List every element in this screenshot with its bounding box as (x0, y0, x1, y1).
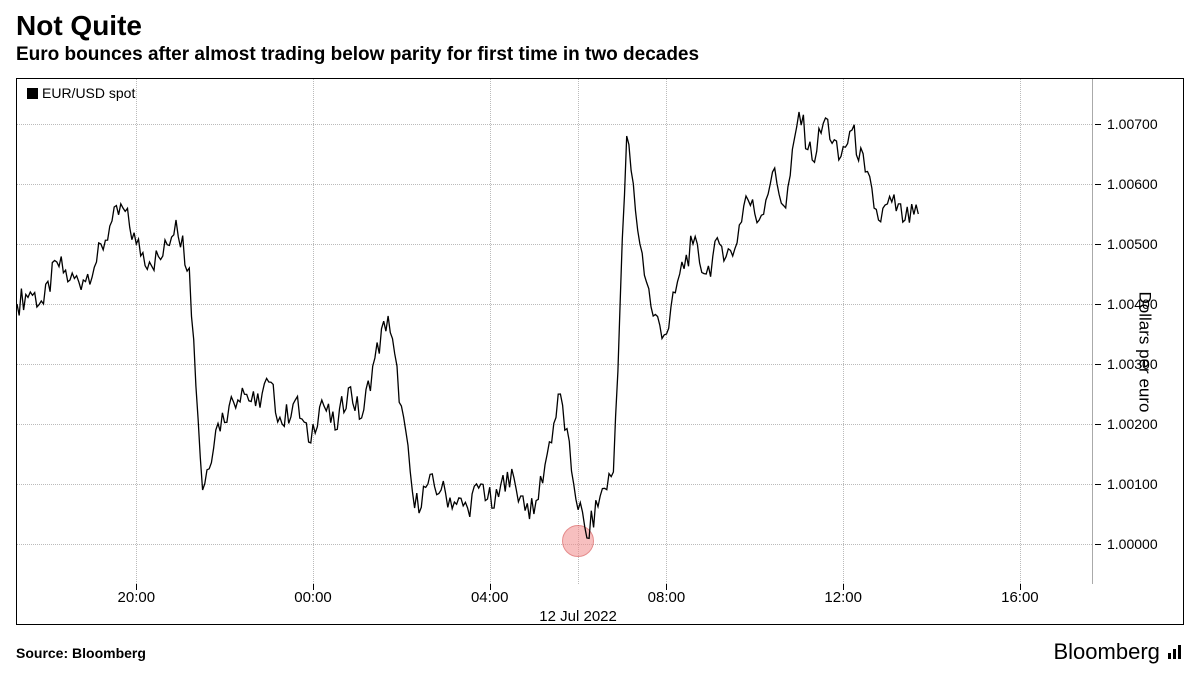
x-tick-label: 00:00 (294, 589, 332, 606)
x-tick-label: 04:00 (471, 589, 509, 606)
chart-title: Not Quite (0, 0, 1200, 44)
y-tick-mark (1095, 364, 1101, 365)
y-tick-mark (1095, 124, 1101, 125)
x-tick-label: 16:00 (1001, 589, 1039, 606)
plot-area (17, 79, 1093, 584)
x-tick-label: 20:00 (118, 589, 156, 606)
y-tick-mark (1095, 424, 1101, 425)
x-tick-mark (666, 584, 667, 590)
x-tick-label: 12:00 (824, 589, 862, 606)
x-tick-mark (843, 584, 844, 590)
y-tick-mark (1095, 304, 1101, 305)
brand-logo: Bloomberg (1053, 639, 1184, 665)
source-text: Source: Bloomberg (16, 645, 146, 661)
price-line (17, 79, 1095, 586)
x-tick-mark (313, 584, 314, 590)
chart-container: EUR/USD spot Dollars per euro 1.000001.0… (16, 78, 1184, 625)
y-tick-label: 1.00700 (1107, 116, 1158, 132)
y-tick-label: 1.00500 (1107, 236, 1158, 252)
y-tick-mark (1095, 184, 1101, 185)
y-tick-label: 1.00000 (1107, 536, 1158, 552)
y-tick-label: 1.00100 (1107, 476, 1158, 492)
y-tick-label: 1.00600 (1107, 176, 1158, 192)
x-tick-mark (136, 584, 137, 590)
y-tick-label: 1.00200 (1107, 416, 1158, 432)
y-tick-mark (1095, 544, 1101, 545)
y-tick-label: 1.00400 (1107, 296, 1158, 312)
x-tick-mark (490, 584, 491, 590)
y-tick-label: 1.00300 (1107, 356, 1158, 372)
y-tick-mark (1095, 244, 1101, 245)
x-tick-mark (1020, 584, 1021, 590)
y-tick-mark (1095, 484, 1101, 485)
x-tick-label: 08:00 (648, 589, 686, 606)
chart-subtitle: Euro bounces after almost trading below … (0, 44, 1200, 72)
x-axis-subtitle: 12 Jul 2022 (539, 608, 617, 625)
